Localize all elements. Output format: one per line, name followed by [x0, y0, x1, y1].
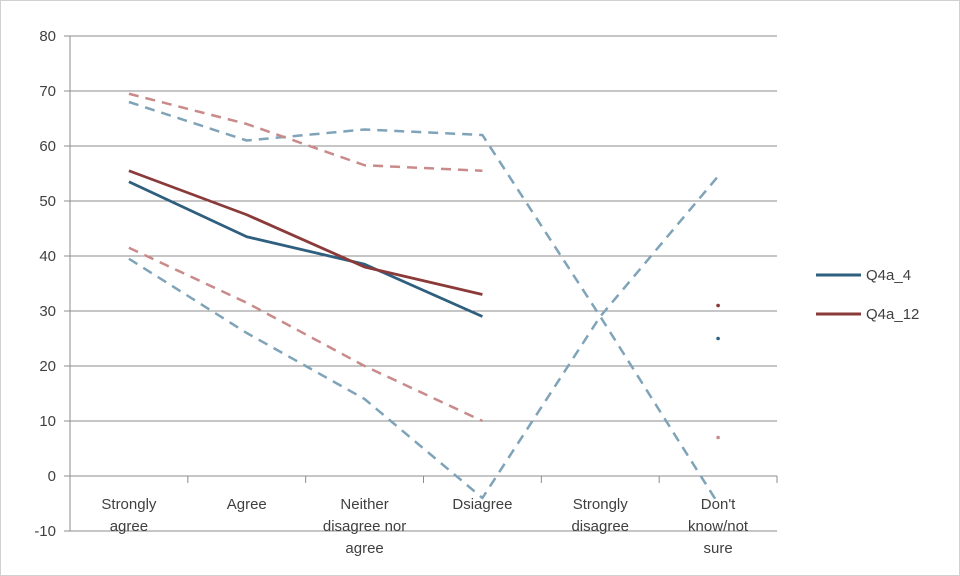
y-tick-label: 60 [39, 138, 56, 155]
x-category-label: agree [345, 540, 383, 557]
x-category-label: disagree [571, 518, 629, 535]
y-tick-label: 10 [39, 413, 56, 430]
series-0-main-point [716, 336, 720, 341]
legend-label: Q4a_12 [866, 306, 919, 323]
series-1-main-point [716, 303, 720, 308]
x-category-label: sure [703, 540, 732, 557]
y-tick-label: 20 [39, 358, 56, 375]
x-category-label: Neither [340, 496, 388, 513]
y-tick-label: 0 [48, 468, 56, 485]
y-tick-label: 50 [39, 193, 56, 210]
x-category-label: Agree [227, 496, 267, 513]
series-1-lower-line [128, 246, 483, 423]
confidence-bands [128, 92, 720, 505]
series-0-main-line [128, 180, 483, 318]
x-category-label: disagree nor [323, 518, 406, 535]
y-axis-labels: 80 70 60 50 40 30 20 10 0 -10 [34, 28, 56, 540]
x-axis-labels: Strongly agree Agree Neither disagree nor agr… [101, 496, 749, 557]
x-category-label: Strongly [101, 496, 157, 513]
legend-label: Q4a_4 [866, 267, 911, 284]
gridlines [64, 35, 778, 532]
series-1-main-line [128, 169, 483, 296]
series-0-upper-line [128, 100, 720, 505]
x-category-label: agree [110, 518, 148, 535]
legend: Q4a_4 Q4a_12 [816, 267, 919, 323]
x-category-label: Don't [701, 496, 736, 513]
series-lines [128, 169, 720, 341]
series-1-upper-point [716, 435, 720, 440]
y-tick-label: 30 [39, 303, 56, 320]
series-1-upper-line [128, 92, 483, 172]
y-tick-label: 70 [39, 83, 56, 100]
x-category-label: Strongly [573, 496, 629, 513]
y-tick-label: 40 [39, 248, 56, 265]
y-tick-label: -10 [34, 523, 56, 540]
y-tick-label: 80 [39, 28, 56, 45]
x-category-label: know/not [688, 518, 749, 535]
x-category-label: Dsiagree [452, 496, 512, 513]
